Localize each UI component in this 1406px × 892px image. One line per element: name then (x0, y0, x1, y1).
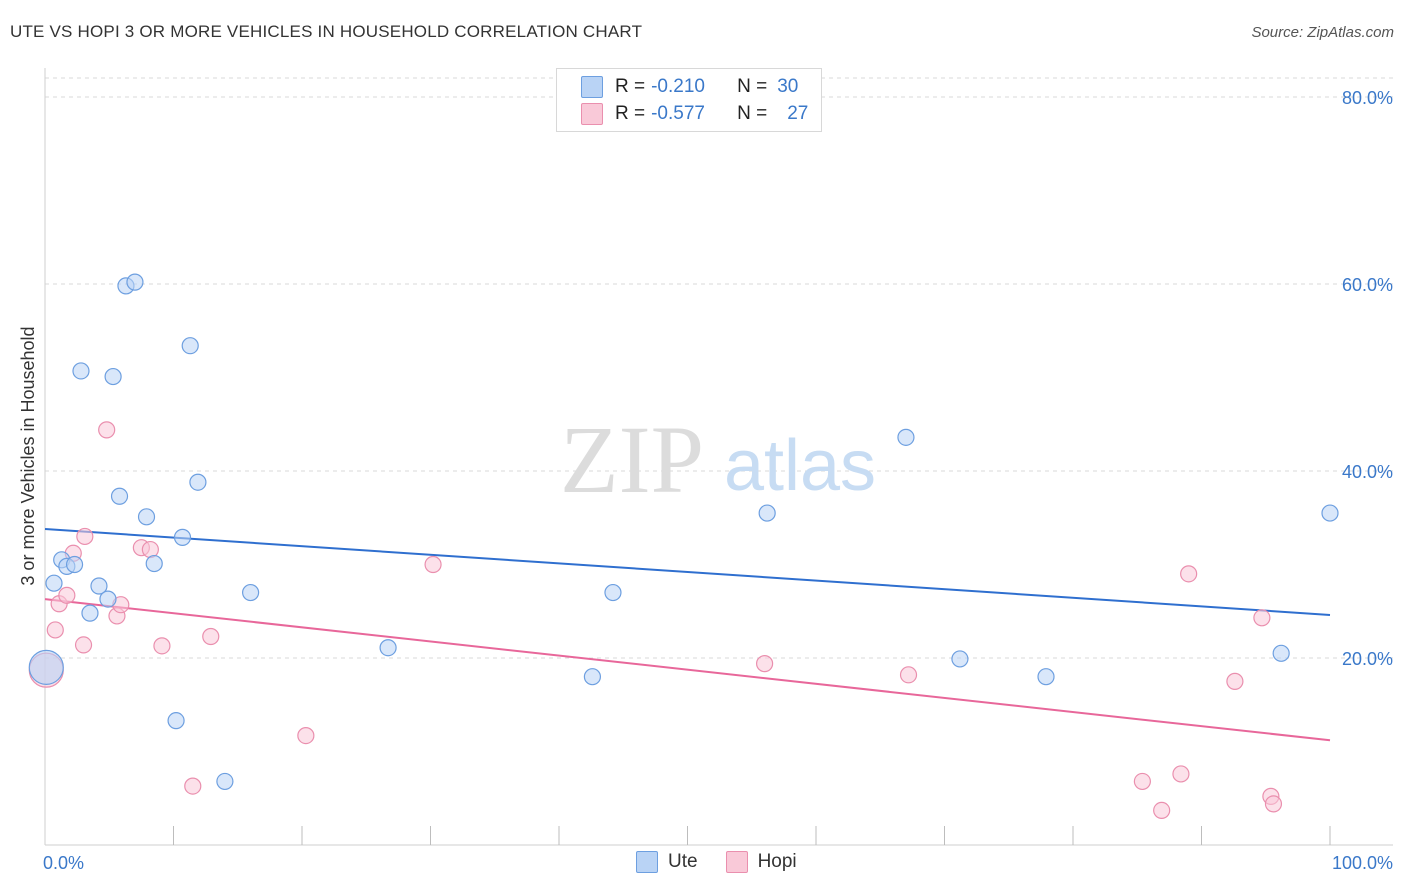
y-tick-label: 20.0% (1342, 649, 1393, 669)
x-tick-label-min: 0.0% (43, 853, 84, 873)
point-hopi (153, 637, 171, 655)
x-tick-label-max: 100.0% (1332, 853, 1393, 873)
point-hopi (58, 586, 76, 604)
point-ute (758, 504, 776, 522)
point-ute (72, 362, 90, 380)
y-axis-title: 3 or more Vehicles in Household (18, 326, 38, 585)
point-ute (173, 528, 192, 546)
point-ute (1321, 504, 1339, 522)
legend-r-label: R = (615, 76, 646, 97)
point-hopi (424, 555, 442, 574)
series-swatch-ute (636, 851, 658, 873)
point-hopi (98, 421, 116, 439)
legend-swatch-ute (581, 76, 603, 98)
point-hopi (1264, 795, 1283, 813)
legend-r-label: R = (615, 103, 646, 124)
series-legend: Ute Hopi (636, 851, 825, 873)
series-label-ute: Ute (668, 851, 698, 872)
y-tick-label: 80.0% (1342, 88, 1393, 108)
watermark: ZIP atlas (560, 406, 876, 513)
source-label: Source: ZipAtlas.com (1251, 24, 1394, 41)
trend-line-hopi (44, 598, 1331, 742)
point-hopi (1180, 565, 1198, 583)
point-hopi (1172, 765, 1190, 783)
point-hopi (755, 655, 774, 673)
point-ute (81, 604, 99, 622)
legend-row-hopi: R = -0.577 N = 27 (581, 102, 808, 126)
point-ute (45, 574, 63, 592)
point-ute (951, 650, 969, 668)
points-layer (28, 273, 1339, 820)
point-hopi (141, 540, 159, 559)
point-hopi (184, 777, 202, 795)
y-tick-label: 40.0% (1342, 462, 1393, 482)
point-ute (189, 473, 207, 491)
point-ute (90, 577, 108, 595)
series-legend-ute[interactable]: Ute (636, 851, 698, 873)
point-ute (181, 337, 199, 355)
legend-n-label: N = (737, 103, 768, 124)
point-ute (99, 590, 117, 608)
series-legend-hopi[interactable]: Hopi (725, 851, 797, 873)
point-ute (137, 508, 156, 526)
point-hopi (1226, 672, 1244, 690)
axis-labels: 20.0% 40.0% 60.0% 80.0% 0.0% 100.0% 3 or more … (18, 88, 1393, 873)
legend-r-value-hopi: -0.577 (651, 103, 705, 124)
legend-row-ute: R = -0.210 N = 30 (581, 75, 798, 99)
point-ute (104, 367, 122, 386)
y-tick-label: 60.0% (1342, 275, 1393, 295)
stats-legend: R = -0.210 N = 30 R = -0.577 N = 27 (556, 68, 822, 132)
axes-layer (44, 68, 1393, 846)
point-hopi (297, 727, 315, 745)
point-ute (216, 772, 234, 791)
series-label-hopi: Hopi (757, 851, 797, 872)
point-ute (28, 649, 64, 685)
point-hopi (76, 527, 94, 546)
point-ute (65, 555, 84, 574)
point-hopi (1133, 772, 1151, 791)
point-ute (1037, 668, 1055, 686)
point-ute (167, 712, 185, 730)
point-hopi (899, 666, 918, 684)
point-ute (242, 583, 260, 602)
point-ute (583, 668, 602, 686)
point-ute (145, 554, 163, 573)
point-ute (1272, 644, 1290, 662)
legend-n-value-hopi: 27 (787, 103, 809, 124)
point-hopi (1253, 609, 1271, 627)
point-ute (110, 487, 129, 505)
trend-line-ute (44, 527, 1331, 616)
legend-r-value-ute: -0.210 (651, 76, 705, 97)
point-ute (126, 273, 144, 291)
point-hopi (1153, 801, 1171, 820)
legend-n-value-ute: 30 (777, 76, 799, 97)
point-ute (379, 639, 397, 657)
series-swatch-hopi (725, 851, 748, 873)
watermark-atlas: atlas (724, 426, 876, 506)
trend-lines (44, 527, 1331, 742)
point-ute (604, 583, 622, 602)
point-hopi (46, 621, 64, 639)
point-hopi (202, 627, 220, 646)
legend-n-label: N = (737, 76, 768, 97)
point-hopi (74, 636, 93, 654)
legend-swatch-hopi (581, 103, 603, 125)
watermark-zip: ZIP (560, 406, 704, 513)
chart-title: UTE VS HOPI 3 OR MORE VEHICLES IN HOUSEH… (10, 22, 643, 41)
point-ute (897, 428, 915, 446)
